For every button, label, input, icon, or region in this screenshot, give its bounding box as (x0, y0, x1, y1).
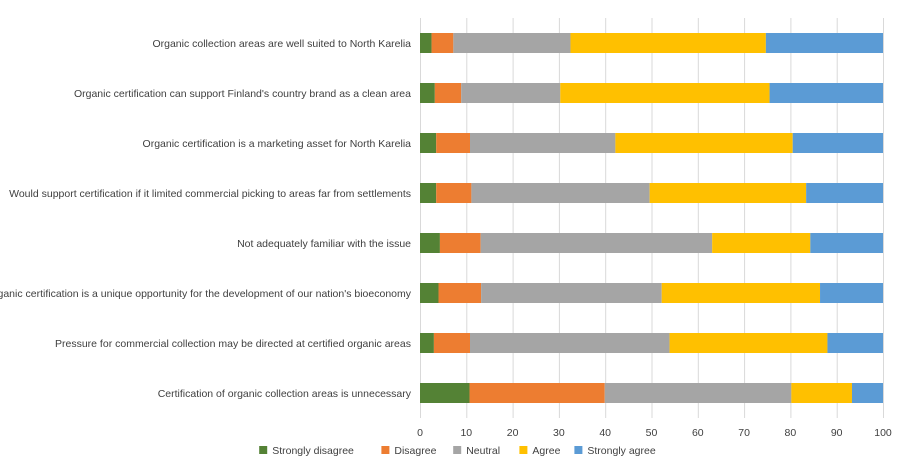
bar-1-series-3 (560, 83, 770, 103)
legend-swatch-2 (453, 446, 462, 454)
x-tick-label-1: 10 (460, 427, 472, 439)
category-label-0: Organic collection areas are well suited… (152, 38, 411, 50)
legend-label-3: Agree (532, 445, 560, 457)
bar-4-series-0 (420, 233, 440, 253)
x-tick-label-4: 40 (599, 427, 611, 439)
bar-6-series-0 (420, 333, 434, 353)
bar-0-series-0 (420, 33, 432, 53)
legend-swatch-4 (574, 446, 583, 454)
x-tick-label-10: 100 (874, 427, 892, 439)
x-tick-label-7: 70 (738, 427, 750, 439)
bar-6-series-4 (827, 333, 883, 353)
category-label-1: Organic certification can support Finlan… (74, 88, 411, 100)
x-tick-label-8: 80 (785, 427, 797, 439)
x-tick-label-5: 50 (646, 427, 658, 439)
bar-4-series-2 (480, 233, 713, 253)
bar-3-series-4 (806, 183, 883, 203)
legend-swatch-3 (519, 446, 528, 454)
bar-7-series-2 (604, 383, 792, 403)
bar-0-series-1 (431, 33, 454, 53)
bar-3-series-2 (471, 183, 650, 203)
legend-label-1: Disagree (394, 445, 436, 457)
bar-3-series-0 (420, 183, 437, 203)
x-axis-ticks: 0 10 20 30 40 50 60 70 80 90 100 (417, 427, 892, 439)
bar-7-series-3 (791, 383, 852, 403)
bar-6-series-3 (669, 333, 828, 353)
gridlines (420, 18, 884, 418)
category-label-5: Organic certification is a unique opport… (0, 288, 412, 300)
legend-label-2: Neutral (466, 445, 500, 457)
x-tick-label-2: 20 (507, 427, 519, 439)
legend-swatch-0 (259, 446, 268, 454)
legend-label-0: Strongly disagree (272, 445, 354, 457)
x-tick-label-0: 0 (417, 427, 423, 439)
bar-2-series-4 (792, 133, 883, 153)
bar-7-series-4 (851, 383, 883, 403)
category-label-7: Certification of organic collection area… (158, 388, 412, 400)
x-tick-label-9: 90 (831, 427, 843, 439)
bars (420, 33, 883, 403)
bar-5-series-1 (438, 283, 482, 303)
bar-7-series-1 (469, 383, 605, 403)
bar-1-series-0 (420, 83, 435, 103)
category-labels: Organic collection areas are well suited… (0, 38, 412, 400)
bar-6-series-1 (433, 333, 471, 353)
bar-0-series-2 (453, 33, 571, 53)
x-tick-label-6: 60 (692, 427, 704, 439)
legend-label-4: Strongly agree (587, 445, 655, 457)
bar-2-series-0 (420, 133, 437, 153)
bar-0-series-3 (570, 33, 766, 53)
bar-4-series-1 (439, 233, 481, 253)
legend: Strongly disagree Disagree Neutral Agree Str… (259, 445, 656, 457)
category-label-6: Pressure for commercial collection may b… (55, 338, 411, 350)
bar-2-series-1 (436, 133, 471, 153)
bar-5-series-0 (420, 283, 439, 303)
bar-5-series-3 (661, 283, 821, 303)
bar-3-series-1 (436, 183, 472, 203)
x-tick-label-3: 30 (553, 427, 565, 439)
legend-swatch-1 (381, 446, 390, 454)
bar-7-series-0 (420, 383, 470, 403)
bar-2-series-3 (615, 133, 793, 153)
category-label-2: Organic certification is a marketing ass… (143, 138, 412, 150)
bar-1-series-1 (434, 83, 462, 103)
bar-2-series-2 (470, 133, 616, 153)
bar-4-series-4 (810, 233, 883, 253)
bar-1-series-2 (461, 83, 561, 103)
bar-3-series-3 (649, 183, 807, 203)
bar-0-series-4 (765, 33, 883, 53)
bar-4-series-3 (712, 233, 811, 253)
bar-5-series-4 (820, 283, 883, 303)
bar-1-series-4 (769, 83, 883, 103)
bar-6-series-2 (470, 333, 670, 353)
category-label-4: Not adequately familiar with the issue (237, 238, 411, 250)
bar-5-series-2 (481, 283, 662, 303)
category-label-3: Would support certification if it limite… (9, 188, 411, 200)
